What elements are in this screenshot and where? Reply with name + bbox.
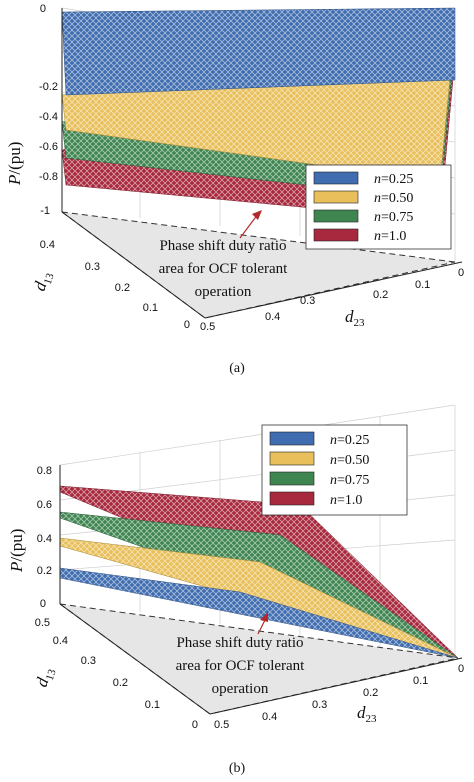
chart-a-legend-label: n=0.50: [374, 191, 413, 206]
chart-b-d23-label: d23: [357, 703, 377, 725]
chart-b-z-tick: 0.2: [37, 565, 52, 577]
chart-a-legend-item: n=0.25: [313, 171, 413, 187]
chart-b-d13-tick: 0.3: [81, 655, 96, 667]
chart-b-d13-label: d13: [32, 664, 59, 690]
chart-b-annotation-arrowhead: [260, 612, 268, 622]
chart-a-ocf-area: [62, 212, 455, 318]
chart-a-annotation-line: Phase shift duty ratio: [159, 238, 286, 254]
chart-a-legend-item: n=0.50: [313, 190, 413, 206]
chart-a-legend-label: n=1.0: [374, 229, 406, 244]
chart-b-d23-tick: 0: [458, 663, 464, 675]
chart-a-d13-tick: 0.2: [115, 282, 130, 294]
chart-b-z-tick: 0: [40, 598, 46, 610]
chart-b-d13-tick: 0: [192, 719, 198, 731]
chart-a-d23-tick: 0.5: [200, 321, 215, 333]
chart-a-annotation-line: area for OCF tolerant: [159, 261, 289, 277]
chart-a-d23-tick: 0.3: [300, 295, 315, 307]
chart-a-z-tick: -0.2: [39, 81, 58, 93]
chart-b-d23-tick: 0.2: [363, 687, 378, 699]
chart-a-legend-swatch: [313, 228, 359, 242]
chart-b-z-label: P/(pu): [7, 529, 26, 573]
chart-a-legend-swatch: [313, 171, 359, 185]
chart-a-legend: n=0.25 n=0.50 n=0.75 n=1.0: [305, 164, 452, 250]
chart-b-legend-swatch: [269, 451, 315, 466]
chart-b-d23-tick: 0.1: [413, 675, 428, 687]
chart-a-surface-n0.25: [61, 7, 456, 96]
chart-b-legend-swatch: [269, 491, 315, 506]
chart-b-d13-tick: 0.1: [145, 699, 160, 711]
chart-b-legend-swatch: [269, 431, 315, 446]
chart-a-d13-tick: 0.3: [85, 261, 100, 273]
chart-b-annotation-line: area for OCF tolerant: [176, 658, 306, 674]
chart-b-legend-item: n=1.0: [269, 491, 362, 508]
chart-a-legend-item: n=0.75: [313, 209, 413, 225]
chart-a-d23-tick: 0.1: [415, 279, 430, 291]
chart-b-d23-tick: 0.3: [312, 699, 327, 711]
chart-a-legend-swatch: [313, 190, 359, 204]
chart-a-z-label: P/(pu): [5, 142, 24, 186]
chart-a-d13-label: d13: [30, 268, 57, 294]
chart-b-z-tick: 0.8: [37, 465, 52, 477]
chart-a-d23-tick: 0.4: [265, 311, 280, 323]
chart-b-d13-tick: 0.2: [113, 677, 128, 689]
chart-a-legend-item: n=1.0: [313, 228, 406, 244]
chart-a-axes: [61, 8, 463, 319]
chart-a-annotation-arrowhead: [252, 210, 262, 220]
chart-a-z-tick: 0: [40, 3, 46, 15]
chart-a-ocf-area-border: [61, 211, 456, 319]
chart-b-d23-tick: 0.5: [214, 719, 229, 731]
chart-b-caption: (b): [229, 761, 246, 776]
chart-b-legend-item: n=0.25: [269, 431, 369, 448]
chart-b-d13-tick: 0.4: [53, 635, 68, 647]
chart-a-z-tick: -1: [40, 205, 50, 217]
chart-b-z-tick: 0.4: [37, 533, 52, 545]
chart-a-legend-label: n=0.75: [374, 210, 413, 225]
chart-a-d23-label: d23: [345, 307, 365, 329]
chart-a-legend-swatch: [313, 209, 359, 223]
chart-b-d13-tick: 0.5: [35, 617, 50, 629]
chart-a-annotation-line: operation: [195, 284, 252, 300]
chart-b-legend-swatch: [269, 471, 315, 486]
chart-a-d13-tick: 0.1: [143, 302, 158, 314]
chart-a-z-tick: -0.8: [39, 171, 58, 183]
chart-b-z-tick: 0.6: [37, 499, 52, 511]
chart-a-z-tick: -0.4: [39, 111, 58, 123]
chart-a-legend-label: n=0.25: [374, 172, 413, 187]
chart-b-ocf-area: [60, 604, 458, 714]
chart-b-legend-label: n=0.25: [330, 433, 369, 448]
chart-b-axes: [59, 465, 463, 715]
chart-b-legend-label: n=0.75: [330, 473, 369, 488]
chart-a-d23-tick: 0: [458, 267, 464, 279]
chart-b-legend-label: n=0.50: [330, 453, 369, 468]
chart-b-legend: n=0.25 n=0.50 n=0.75 n=1.0: [261, 424, 408, 516]
chart-a-d23-tick: 0.2: [373, 289, 388, 301]
chart-b-annotation-line: operation: [212, 681, 269, 697]
chart-b: 0.8 0.6 0.4 0.2 0 0.5 0.4 0.3 0.2 0.1 0 …: [7, 404, 464, 776]
chart-a-d13-tick: 0.4: [40, 239, 55, 251]
chart-b-legend-item: n=0.75: [269, 471, 369, 488]
chart-a-z-tick: -0.6: [39, 141, 58, 153]
chart-a-caption: (a): [229, 361, 245, 376]
chart-b-legend-label: n=1.0: [330, 493, 362, 508]
chart-b-d23-tick: 0.4: [262, 711, 277, 723]
chart-b-annotation-line: Phase shift duty ratio: [176, 635, 303, 651]
chart-a: 0 -0.2 -0.4 -0.6 -0.8 -1 0.4 0.3 0.2 0.1…: [5, 3, 464, 376]
chart-b-legend-item: n=0.50: [269, 451, 369, 468]
chart-a-d13-tick: 0: [184, 319, 190, 331]
chart-a-annotation-arrow: [239, 213, 259, 239]
